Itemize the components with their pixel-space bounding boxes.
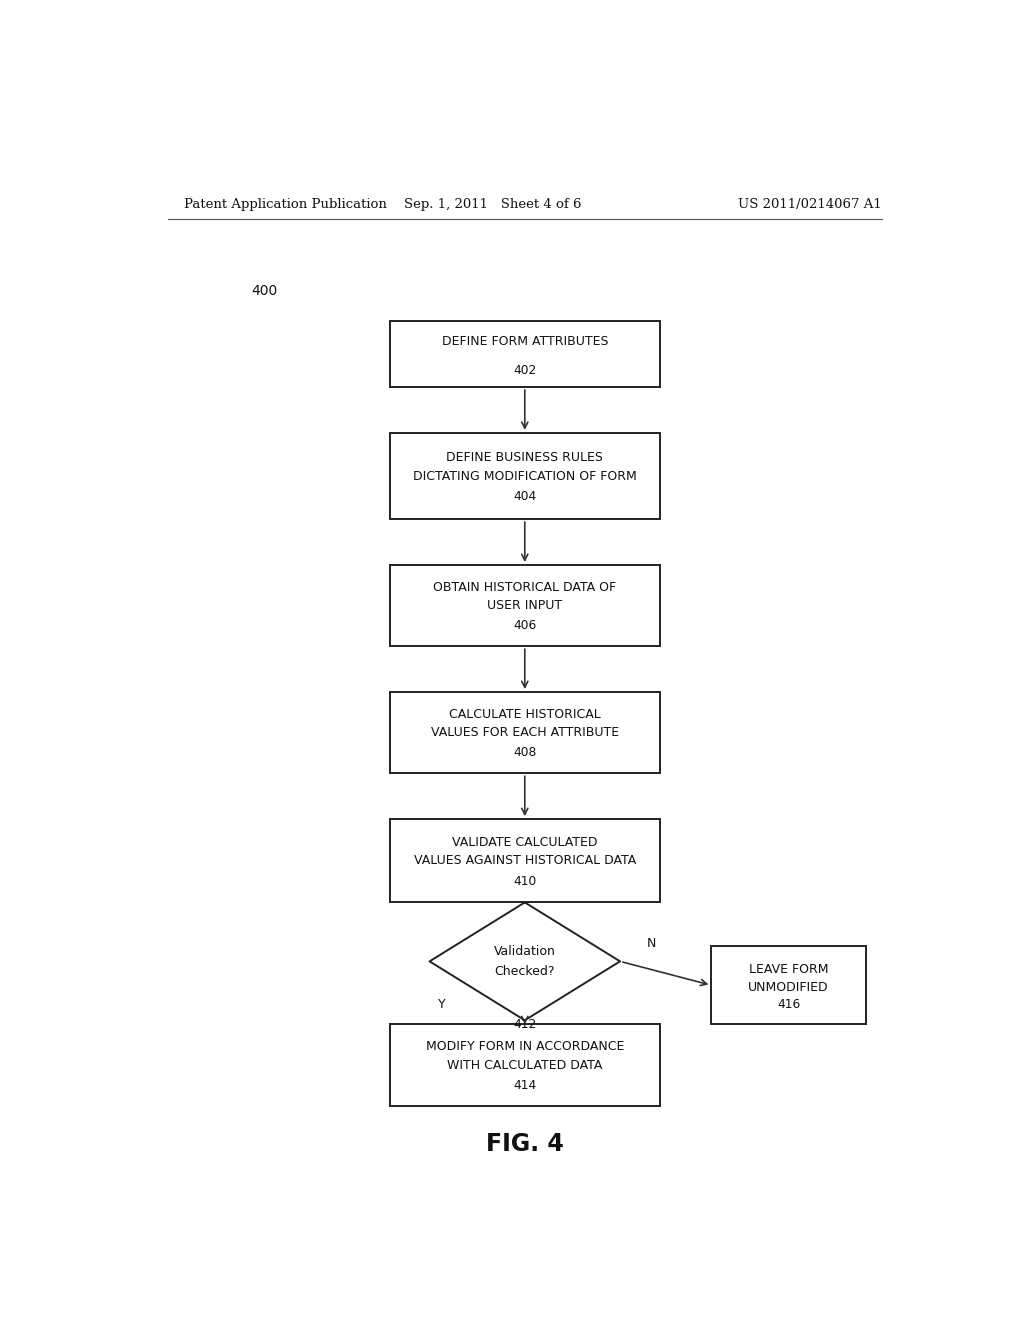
FancyBboxPatch shape [390,565,659,647]
Text: DEFINE BUSINESS RULES: DEFINE BUSINESS RULES [446,451,603,465]
FancyBboxPatch shape [712,946,866,1024]
Text: 404: 404 [513,490,537,503]
Text: 410: 410 [513,875,537,887]
Text: Sep. 1, 2011   Sheet 4 of 6: Sep. 1, 2011 Sheet 4 of 6 [404,198,582,211]
Text: 412: 412 [513,1018,537,1031]
Text: VALIDATE CALCULATED: VALIDATE CALCULATED [452,836,598,849]
FancyBboxPatch shape [390,433,659,519]
Text: USER INPUT: USER INPUT [487,599,562,612]
Text: WITH CALCULATED DATA: WITH CALCULATED DATA [447,1059,602,1072]
Text: 416: 416 [777,998,801,1011]
Text: Checked?: Checked? [495,965,555,978]
Text: Y: Y [437,998,445,1011]
FancyBboxPatch shape [390,321,659,387]
Text: VALUES FOR EACH ATTRIBUTE: VALUES FOR EACH ATTRIBUTE [431,726,618,739]
Polygon shape [430,903,620,1020]
Text: MODIFY FORM IN ACCORDANCE: MODIFY FORM IN ACCORDANCE [426,1040,624,1053]
Text: VALUES AGAINST HISTORICAL DATA: VALUES AGAINST HISTORICAL DATA [414,854,636,867]
Text: OBTAIN HISTORICAL DATA OF: OBTAIN HISTORICAL DATA OF [433,581,616,594]
Text: DICTATING MODIFICATION OF FORM: DICTATING MODIFICATION OF FORM [413,470,637,483]
Text: 402: 402 [513,364,537,376]
Text: 408: 408 [513,747,537,759]
FancyBboxPatch shape [390,1024,659,1106]
Text: 414: 414 [513,1078,537,1092]
Text: 400: 400 [251,284,278,297]
Text: 406: 406 [513,619,537,632]
Text: Validation: Validation [494,945,556,958]
Text: FIG. 4: FIG. 4 [486,1133,563,1156]
Text: US 2011/0214067 A1: US 2011/0214067 A1 [738,198,882,211]
Text: DEFINE FORM ATTRIBUTES: DEFINE FORM ATTRIBUTES [441,335,608,348]
Text: UNMODIFIED: UNMODIFIED [749,981,829,994]
Text: CALCULATE HISTORICAL: CALCULATE HISTORICAL [449,708,601,721]
FancyBboxPatch shape [390,818,659,903]
Text: Patent Application Publication: Patent Application Publication [183,198,386,211]
Text: LEAVE FORM: LEAVE FORM [749,964,828,977]
Text: N: N [647,937,656,949]
FancyBboxPatch shape [390,692,659,774]
